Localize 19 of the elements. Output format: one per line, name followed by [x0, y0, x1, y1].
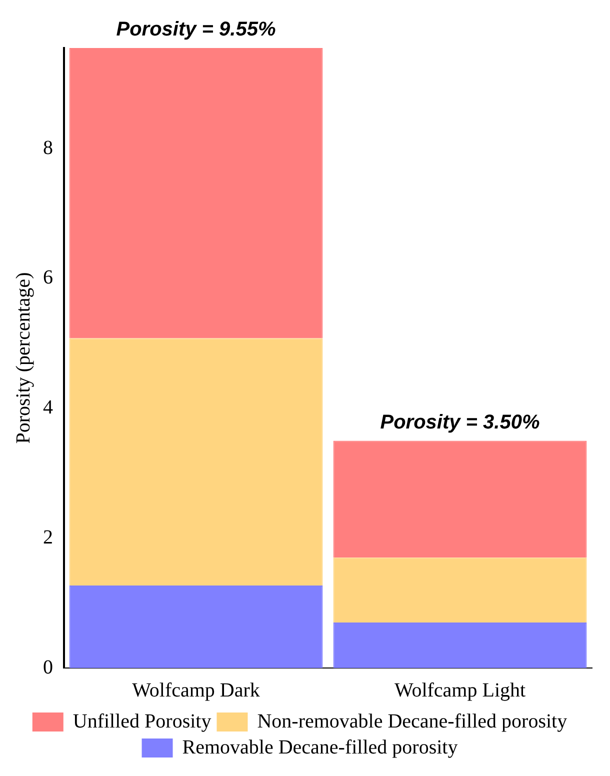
bar [69, 586, 323, 668]
x-tick-label: Wolfcamp Light [394, 679, 526, 702]
y-tick-label: 0 [43, 656, 53, 678]
bar [69, 48, 323, 338]
annotation: Porosity = 3.50% [380, 411, 540, 434]
bar [333, 440, 587, 558]
y-tick-label: 8 [43, 136, 53, 159]
x-tick-label: Wolfcamp Dark [132, 679, 260, 702]
bar [333, 622, 587, 668]
y-tick-label: 4 [43, 396, 53, 419]
bar [333, 558, 587, 623]
y-tick-label: 6 [43, 266, 53, 289]
legend-label: Removable Decane-filled porosity [182, 736, 458, 758]
annotation: Porosity = 9.55% [116, 18, 276, 41]
legend-label: Non-removable Decane-filled porosity [257, 710, 568, 732]
y-axis-title: Porosity (percentage) [12, 272, 34, 444]
y-tick-label: 2 [43, 526, 53, 548]
legend-label: Unfilled Porosity [72, 710, 212, 732]
bar [69, 338, 323, 586]
